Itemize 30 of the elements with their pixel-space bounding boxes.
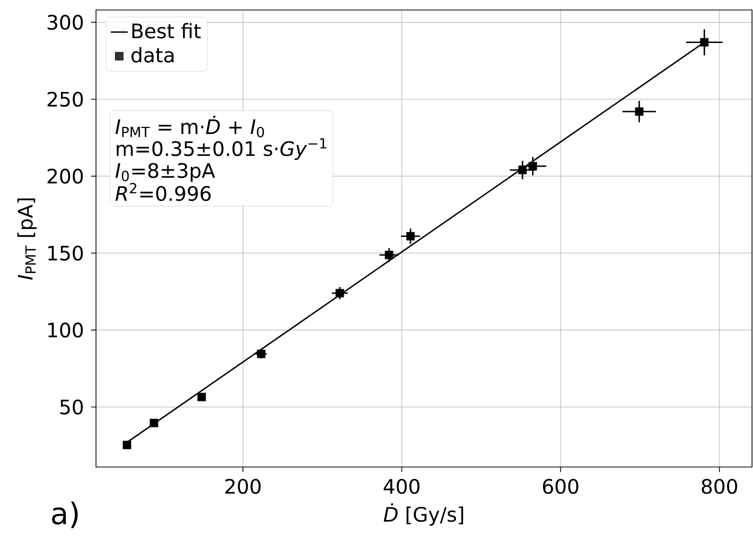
point	[122, 440, 132, 450]
point	[197, 392, 206, 402]
y-tick-label: 250	[48, 92, 83, 107]
text: a)	[52, 501, 78, 528]
point	[256, 350, 266, 358]
x-tick-label: 600	[542, 478, 578, 494]
legend-label: data	[132, 47, 174, 63]
legend-label: Best fit	[132, 23, 201, 38]
x-tick-label: 200	[225, 478, 261, 494]
y-tick-label: 200	[48, 168, 83, 184]
annotation: I$_{PMT}$ = m·Ḋ + I$_{0}$	[116, 116, 264, 138]
point	[384, 250, 394, 260]
point	[635, 107, 644, 116]
y-axis-title: I$_{PMT}$ [pA]	[17, 198, 37, 280]
annotation: R$^{2}$=0.996	[116, 182, 211, 202]
x-tick-label: 400	[384, 478, 420, 494]
annotation: I$_{0}$=8±3pA	[116, 163, 216, 182]
y-tick-label: 100	[48, 322, 83, 338]
point	[518, 166, 527, 174]
x-tick-label: 800	[702, 478, 738, 494]
y-tick-label: 50	[60, 399, 83, 415]
point	[336, 288, 344, 298]
annotation: m=0.35±0.01 s·Gy$^{−1}$	[116, 138, 326, 160]
x-axis-title: Ḋ [Gy/s]	[384, 503, 464, 526]
point	[150, 418, 158, 428]
point	[528, 162, 538, 170]
point	[406, 232, 415, 240]
y-tick-label: 150	[48, 246, 83, 261]
y-tick-label: 300	[48, 14, 83, 30]
point	[700, 38, 709, 47]
